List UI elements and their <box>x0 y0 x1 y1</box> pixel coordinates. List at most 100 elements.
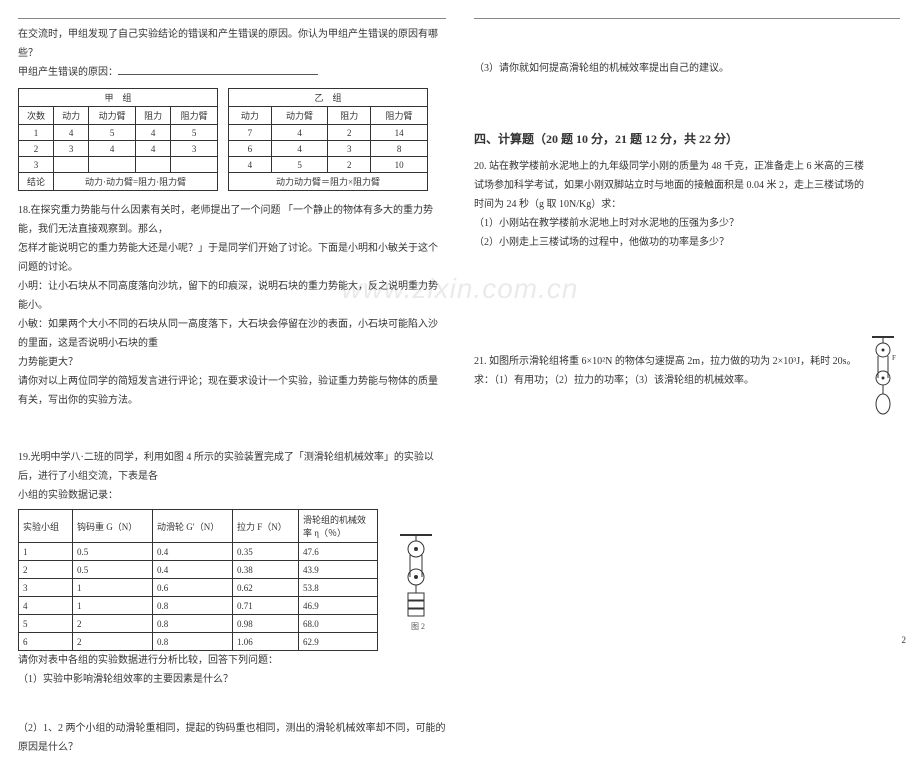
q19-line-a: 19.光明中学八·二班的同学，利用如图 4 所示的实验装置完成了「测滑轮组机械效… <box>18 448 446 486</box>
dcol1: 钩码重 G（N） <box>73 510 153 543</box>
cell: 0.35 <box>233 543 299 561</box>
data-table: 实验小组 钩码重 G（N） 动滑轮 G′（N） 拉力 F（N） 滑轮组的机械效率… <box>18 509 378 651</box>
q18-line-f: 请你对以上两位同学的简短发言进行评论；现在要求设计一个实验，验证重力势能与物体的… <box>18 372 446 410</box>
lever-tables-row: 甲 组 次数 动力 动力臂 阻力 阻力臂 1 4 5 4 5 2 3 4 4 3 <box>18 88 446 191</box>
table-b-col3: 阻力臂 <box>371 107 428 125</box>
q19-line-d: （1）实验中影响滑轮组效率的主要因素是什么？ <box>18 670 446 689</box>
figure-2-pulley: 图 2 <box>396 531 440 632</box>
cell: 0.6 <box>153 579 233 597</box>
dcol0: 实验小组 <box>19 510 73 543</box>
table-a-conclusion: 动力·动力臂=阻力·阻力臂 <box>54 173 218 191</box>
table-a-col0: 次数 <box>19 107 54 125</box>
cell: 1 <box>73 597 153 615</box>
cell: 1 <box>73 579 153 597</box>
q19-line-b: 小组的实验数据记录： <box>18 486 446 505</box>
table-a-conclusion-label: 结论 <box>19 173 54 191</box>
top-rule-right <box>474 18 900 19</box>
dcol4: 滑轮组的机械效率 η（％） <box>299 510 378 543</box>
q20-b: 试场参加科学考试，如果小刚双脚站立时与地面的接触面积是 0.04 米 2，走上三… <box>474 176 900 195</box>
table-b-col1: 动力臂 <box>271 107 328 125</box>
cell: 68.0 <box>299 615 378 633</box>
cell: 4 <box>271 141 328 157</box>
cell <box>89 157 136 173</box>
cell <box>136 157 171 173</box>
figure-2-caption: 图 2 <box>396 621 440 632</box>
q20-e: （2）小刚走上三楼试场的过程中，他做功的功率是多少？ <box>474 233 900 252</box>
table-b-col0: 动力 <box>229 107 272 125</box>
cell: 4 <box>271 125 328 141</box>
cell: 4 <box>19 597 73 615</box>
cell: 4 <box>136 141 171 157</box>
table-b-title: 乙 组 <box>229 89 428 107</box>
q20-a: 20. 站在教学楼前水泥地上的九年级同学小刚的质量为 48 千克，正准备走上 6… <box>474 157 900 176</box>
cell: 8 <box>371 141 428 157</box>
cell: 46.9 <box>299 597 378 615</box>
cell: 0.62 <box>233 579 299 597</box>
q20-d: （1）小刚站在教学楼前水泥地上时对水泥地的压强为多少？ <box>474 214 900 233</box>
cell: 0.4 <box>153 561 233 579</box>
cell: 0.8 <box>153 633 233 651</box>
cell: 1.06 <box>233 633 299 651</box>
cell: 4 <box>229 157 272 173</box>
table-b-conclusion: 动力动力臂＝阻力×阻力臂 <box>229 173 428 191</box>
reason-blank <box>118 65 318 75</box>
cell: 2 <box>73 633 153 651</box>
left-column: 在交流时，甲组发现了自己实验结论的错误和产生错误的原因。你认为甲组产生错误的原因… <box>0 0 460 651</box>
pulley-icon: F <box>870 334 898 424</box>
cell: 6 <box>229 141 272 157</box>
q21-b: 求：（1）有用功；（2）拉力的功率；（3）该滑轮组的机械效率。 <box>474 371 900 390</box>
cell: 0.4 <box>153 543 233 561</box>
svg-text:F: F <box>892 354 896 362</box>
page-number: 2 <box>902 635 907 645</box>
table-a-title: 甲 组 <box>19 89 218 107</box>
cell: 4 <box>54 125 89 141</box>
q18-line-c: 小明：让小石块从不同高度落向沙坑，留下的印痕深，说明石块的重力势能大，反之说明重… <box>18 277 446 315</box>
cell: 0.8 <box>153 615 233 633</box>
cell: 4 <box>89 141 136 157</box>
cell: 3 <box>19 579 73 597</box>
cell: 2 <box>328 157 371 173</box>
cell: 0.8 <box>153 597 233 615</box>
cell: 3 <box>54 141 89 157</box>
cell: 5 <box>89 125 136 141</box>
cell: 5 <box>171 125 218 141</box>
cell: 47.6 <box>299 543 378 561</box>
cell <box>171 157 218 173</box>
q-exchange-intro: 在交流时，甲组发现了自己实验结论的错误和产生错误的原因。你认为甲组产生错误的原因… <box>18 25 446 63</box>
q19-line-c: 请你对表中各组的实验数据进行分析比较，回答下列问题： <box>18 651 446 670</box>
cell: 3 <box>19 157 54 173</box>
table-a-col3: 阻力 <box>136 107 171 125</box>
q18-line-b: 怎样才能说明它的重力势能大还是小呢？」于是同学们开始了讨论。下面是小明和小敏关于… <box>18 239 446 277</box>
cell: 5 <box>271 157 328 173</box>
cell: 0.71 <box>233 597 299 615</box>
cell: 0.5 <box>73 561 153 579</box>
cell: 2 <box>19 141 54 157</box>
cell: 0.98 <box>233 615 299 633</box>
q18-line-a: 18.在探究重力势能与什么因素有关时，老师提出了一个问题 「一个静止的物体有多大… <box>18 201 446 239</box>
table-a-col4: 阻力臂 <box>171 107 218 125</box>
cell: 1 <box>19 125 54 141</box>
cell: 1 <box>19 543 73 561</box>
cell: 14 <box>371 125 428 141</box>
cell: 43.9 <box>299 561 378 579</box>
q21-a: 21. 如图所示滑轮组将重 6×10²N 的物体匀速提高 2m，拉力做的功为 2… <box>474 352 900 371</box>
cell: 3 <box>171 141 218 157</box>
q19-line-e: （2）1、2 两个小组的动滑轮重相同，提起的钩码重也相同，测出的滑轮机械效率却不… <box>18 719 446 757</box>
cell: 2 <box>328 125 371 141</box>
figure-pulley-right: F <box>870 334 900 424</box>
cell: 5 <box>19 615 73 633</box>
table-group-b: 乙 组 动力 动力臂 阻力 阻力臂 7 4 2 14 6 4 3 8 4 5 <box>228 88 428 191</box>
reason-label: 甲组产生错误的原因： <box>18 67 118 78</box>
cell <box>54 157 89 173</box>
right-column: （3）请你就如何提高滑轮组的机械效率提出自己的建议。 四、计算题（20 题 10… <box>460 0 920 651</box>
cell: 0.5 <box>73 543 153 561</box>
section-4-title: 四、计算题（20 题 10 分，21 题 12 分，共 22 分） <box>474 128 900 151</box>
cell: 0.38 <box>233 561 299 579</box>
cell: 10 <box>371 157 428 173</box>
cell: 2 <box>19 561 73 579</box>
top-rule-left <box>18 18 446 19</box>
cell: 2 <box>73 615 153 633</box>
cell: 6 <box>19 633 73 651</box>
cell: 3 <box>328 141 371 157</box>
table-a-col1: 动力 <box>54 107 89 125</box>
